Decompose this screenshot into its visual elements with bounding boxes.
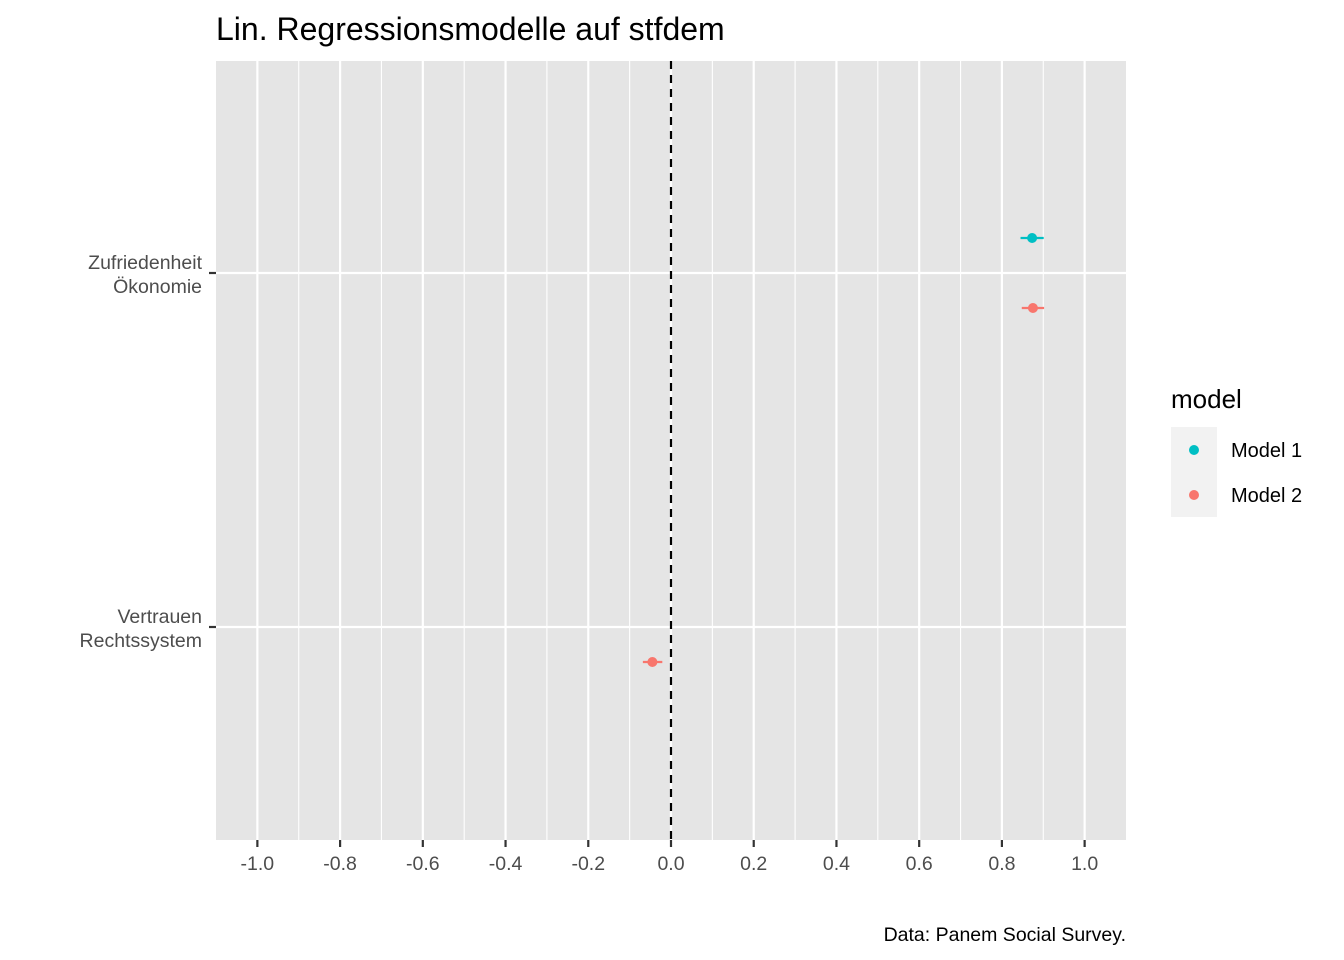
x-tick-label: -0.8: [323, 853, 357, 875]
legend-key-background: [1171, 427, 1217, 517]
minor-gridlines: [298, 61, 1044, 840]
data-point: [647, 657, 658, 667]
y-category-label-line: Zufriedenheit: [88, 252, 202, 274]
legend-key-point: [1189, 445, 1199, 455]
x-tick-label: -0.4: [489, 853, 523, 875]
x-tick-label: 0.8: [988, 853, 1015, 875]
data-point: [1027, 233, 1038, 243]
legend-entries: Model 1 Model 2: [1189, 440, 1302, 507]
x-tick-label: -1.0: [241, 853, 275, 875]
x-tick-label: 0.2: [740, 853, 767, 875]
y-category-label-line: Vertrauen: [117, 606, 202, 628]
y-axis: Zufriedenheit Ökonomie Vertrauen Rechtssyst…: [80, 252, 216, 652]
legend-label: Model 1: [1231, 440, 1302, 462]
y-category-label-line: Rechtssystem: [80, 630, 202, 652]
y-category-label: Zufriedenheit Ökonomie: [88, 252, 202, 298]
x-tick-label: 0.0: [657, 853, 684, 875]
legend: model Model 1 Model 2: [1171, 384, 1302, 517]
x-axis: -1.0 -0.8 -0.6 -0.4 -0.2 0.0 0.2 0.4 0.6 0.8 1.0: [241, 840, 1098, 875]
data-point: [1027, 303, 1038, 313]
y-category-label-line: Ökonomie: [113, 276, 202, 298]
legend-key-point: [1189, 490, 1199, 500]
legend-label: Model 2: [1231, 485, 1302, 507]
data-points: [642, 233, 1045, 667]
y-category-label: Vertrauen Rechtssystem: [80, 606, 202, 652]
x-tick-label: -0.6: [406, 853, 440, 875]
chart-caption: Data: Panem Social Survey.: [884, 924, 1126, 946]
chart-title: Lin. Regressionsmodelle auf stfdem: [216, 11, 725, 47]
x-tick-label: -0.2: [571, 853, 605, 875]
legend-title: model: [1171, 384, 1242, 414]
x-tick-label: 1.0: [1071, 853, 1098, 875]
x-tick-label: 0.4: [823, 853, 850, 875]
x-tick-label: 0.6: [906, 853, 933, 875]
